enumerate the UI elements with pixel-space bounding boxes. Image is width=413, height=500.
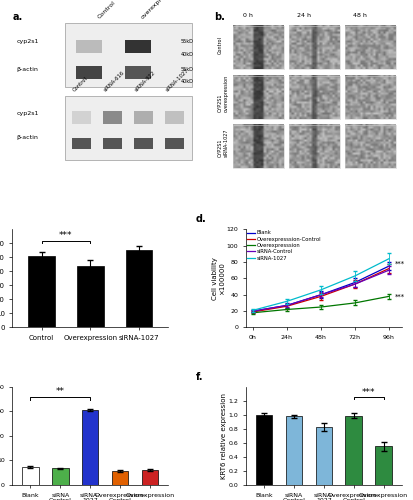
Text: 40kD: 40kD [180,52,193,58]
Bar [375,446,391,485]
Text: f.: f. [196,372,203,382]
Text: cyp2s1: cyp2s1 [16,40,38,44]
Bar [344,416,361,485]
Bar [76,66,102,79]
Bar [72,138,91,149]
Text: 40kD: 40kD [180,80,193,84]
Bar [233,76,283,119]
Bar [344,76,395,119]
Bar [134,111,152,124]
Text: Control: Control [72,76,89,93]
Bar [72,111,91,124]
Text: b.: b. [214,12,225,22]
Text: Control: Control [218,36,223,54]
Text: overexpression: overexpression [139,0,177,20]
Text: 55kD: 55kD [180,66,193,71]
Text: 48 h: 48 h [353,13,366,18]
Text: CYP2S1
overexpression: CYP2S1 overexpression [218,74,228,112]
Bar [289,125,339,168]
Bar [52,468,69,485]
Text: a.: a. [12,12,23,22]
Bar [77,266,103,328]
Text: d.: d. [196,214,206,224]
Bar [289,26,339,69]
Bar [82,410,98,485]
Bar [103,111,121,124]
Text: 24 h: 24 h [297,13,311,18]
Text: siRNA-1027: siRNA-1027 [164,68,190,93]
Legend: Blank, Overexpresssion-Control, Overexpresssion, siRNA-Control, siRNA-1027: Blank, Overexpresssion-Control, Overexpr… [247,230,321,260]
Bar [315,427,331,485]
Bar [134,138,152,149]
Text: ***: *** [394,260,404,266]
Text: siRNA-616: siRNA-616 [103,70,126,93]
Y-axis label: KRT6 relative expression: KRT6 relative expression [221,393,226,479]
Text: β-actin: β-actin [16,136,38,140]
Text: Control: Control [96,0,116,20]
Bar [103,138,121,149]
Text: 0 h: 0 h [242,13,252,18]
Text: ***: *** [59,231,73,240]
Text: cyp2s1: cyp2s1 [16,112,38,116]
Y-axis label: Cell viability
×100000: Cell viability ×100000 [211,257,225,300]
Bar [124,66,150,79]
Text: β-actin: β-actin [16,66,38,71]
Text: ***: *** [361,388,375,396]
Bar [344,26,395,69]
Bar [112,471,128,485]
Text: 55kD: 55kD [180,40,193,44]
Bar [22,468,38,485]
Text: siRNA-922: siRNA-922 [134,70,157,93]
Bar [142,470,158,485]
Text: ***: *** [394,294,404,300]
Bar [233,26,283,69]
Bar [124,40,150,53]
Bar [76,40,102,53]
Bar [164,138,183,149]
Bar [164,111,183,124]
Bar [28,256,55,328]
Bar [65,23,192,87]
Bar [289,76,339,119]
Bar [344,125,395,168]
Text: CYP2S1
siRNA-1027: CYP2S1 siRNA-1027 [218,128,228,157]
Text: **: ** [56,387,65,396]
Bar [125,250,152,328]
Bar [285,416,301,485]
Bar [255,415,271,485]
Bar [65,96,192,160]
Bar [233,125,283,168]
